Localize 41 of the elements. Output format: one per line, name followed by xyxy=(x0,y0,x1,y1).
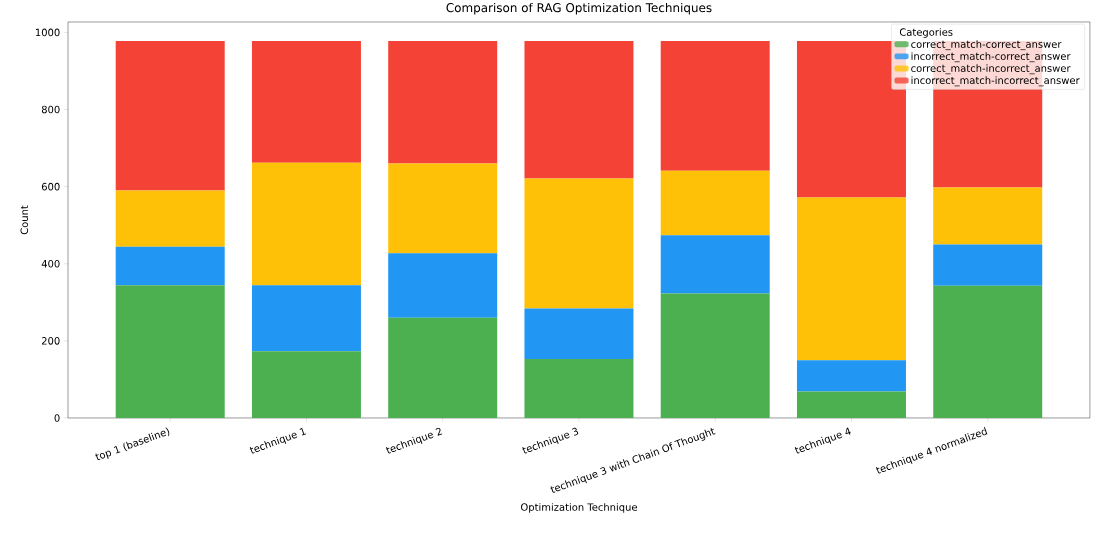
y-axis-title: Count xyxy=(20,205,29,235)
bar xyxy=(388,163,498,254)
bar xyxy=(933,187,1043,245)
bar xyxy=(660,235,770,294)
bar xyxy=(388,40,498,164)
bar xyxy=(388,253,498,318)
chart-title: Comparison of RAG Optimization Techniques xyxy=(446,2,712,15)
bar xyxy=(115,246,225,286)
bar xyxy=(251,40,361,163)
y-tick-label: 1000 xyxy=(35,28,60,37)
bar xyxy=(796,40,906,198)
legend-title: Categories xyxy=(899,28,953,38)
bar xyxy=(796,197,906,361)
bar xyxy=(115,40,225,191)
x-axis-title: Optimization Technique xyxy=(520,503,637,513)
legend-label: correct_match-incorrect_answer xyxy=(911,64,1071,75)
legend-label: correct_match-correct_answer xyxy=(911,40,1062,51)
bar xyxy=(115,190,225,247)
bar xyxy=(796,391,906,418)
bar xyxy=(251,162,361,286)
bar xyxy=(796,360,906,392)
bar xyxy=(933,285,1043,418)
y-tick-label: 200 xyxy=(41,337,60,345)
bar xyxy=(524,40,634,179)
bar xyxy=(660,293,770,418)
bar xyxy=(660,170,770,236)
legend-label: incorrect_match-correct_answer xyxy=(911,52,1071,63)
bar xyxy=(524,358,634,418)
y-tick-label: 400 xyxy=(41,259,60,268)
y-tick-label: 0 xyxy=(54,414,60,422)
bar xyxy=(115,285,225,418)
bar xyxy=(660,40,770,171)
bar xyxy=(388,317,498,418)
bar xyxy=(251,285,361,352)
legend-label: incorrect_match-incorrect_answer xyxy=(911,76,1080,87)
y-tick-label: 800 xyxy=(41,105,60,114)
bar xyxy=(251,351,361,418)
y-tick-label: 600 xyxy=(41,182,60,191)
bar xyxy=(524,178,634,309)
bar xyxy=(524,308,634,359)
bar xyxy=(933,244,1043,286)
